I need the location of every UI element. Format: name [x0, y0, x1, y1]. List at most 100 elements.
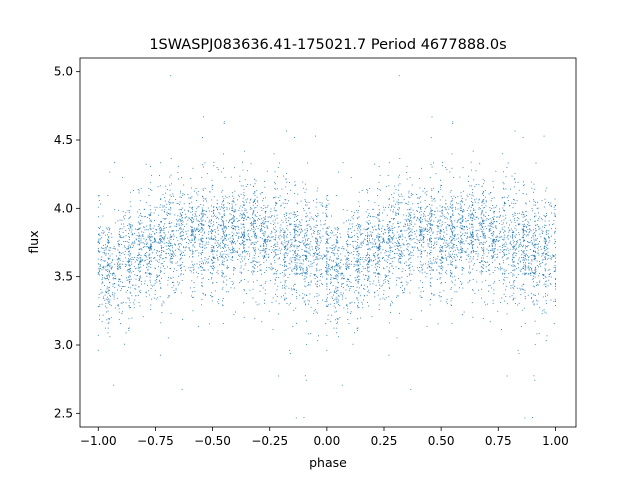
data-point — [231, 210, 233, 212]
data-point — [112, 283, 114, 285]
data-point — [360, 226, 361, 228]
data-point — [490, 221, 492, 223]
data-point — [128, 307, 130, 309]
data-point — [550, 284, 552, 286]
data-point — [521, 214, 523, 216]
data-point — [252, 261, 254, 263]
data-point — [360, 259, 361, 260]
data-point — [409, 209, 411, 211]
data-point — [139, 267, 141, 269]
data-point — [106, 246, 108, 248]
data-point — [334, 292, 336, 294]
data-point — [275, 202, 277, 204]
data-point — [286, 225, 288, 227]
data-point — [356, 261, 358, 263]
data-point — [360, 247, 362, 248]
data-point — [470, 224, 472, 226]
data-point — [469, 223, 471, 225]
data-point — [508, 229, 510, 231]
data-point — [485, 279, 487, 281]
data-point — [322, 258, 324, 260]
data-point — [537, 300, 539, 302]
data-point — [512, 287, 514, 289]
data-point — [545, 257, 547, 259]
data-point — [195, 250, 196, 252]
data-point — [107, 301, 109, 303]
data-point — [136, 257, 138, 258]
data-point — [213, 262, 215, 263]
data-point — [494, 241, 496, 243]
data-point — [518, 239, 520, 241]
data-point — [359, 272, 361, 274]
data-point — [182, 230, 184, 232]
data-point — [179, 201, 181, 203]
data-point — [98, 251, 100, 253]
data-point — [497, 236, 499, 238]
data-point — [392, 211, 394, 213]
data-point — [138, 192, 140, 194]
data-point — [467, 196, 469, 198]
data-point — [108, 281, 110, 283]
data-point — [192, 206, 193, 208]
data-point — [542, 296, 544, 298]
data-point — [554, 241, 556, 243]
data-point — [474, 219, 476, 220]
data-point — [151, 241, 153, 243]
data-point — [484, 301, 485, 303]
data-point — [223, 206, 225, 208]
data-point — [244, 250, 246, 252]
data-point — [149, 272, 151, 274]
data-point — [284, 252, 286, 254]
data-point — [277, 277, 279, 278]
data-point — [547, 244, 549, 246]
data-point — [442, 267, 444, 269]
data-point — [106, 275, 108, 277]
data-point — [126, 277, 127, 279]
data-point — [198, 206, 200, 208]
data-point — [546, 254, 548, 256]
data-point — [545, 303, 547, 305]
data-point — [357, 304, 359, 306]
data-point — [325, 323, 327, 324]
data-point — [335, 269, 337, 271]
data-point — [196, 200, 197, 201]
data-point — [211, 233, 213, 234]
data-point — [471, 218, 473, 220]
data-point — [523, 265, 525, 267]
data-point — [129, 252, 131, 254]
data-point — [525, 264, 526, 266]
data-point — [391, 205, 392, 207]
data-point — [545, 258, 547, 260]
data-point — [386, 224, 388, 226]
data-point — [194, 235, 196, 237]
data-point — [201, 211, 203, 213]
data-point — [348, 268, 350, 270]
data-point — [472, 195, 474, 197]
data-point — [306, 234, 308, 236]
data-point — [282, 175, 284, 177]
data-point — [433, 293, 435, 295]
data-point — [326, 266, 328, 268]
data-point — [504, 273, 506, 275]
data-point — [268, 249, 270, 251]
data-point — [233, 226, 235, 227]
data-point — [461, 233, 463, 235]
data-point — [491, 198, 493, 199]
data-point — [468, 244, 470, 246]
data-point — [136, 275, 138, 277]
data-point — [345, 262, 347, 264]
data-point — [348, 259, 350, 261]
data-point — [243, 204, 245, 206]
data-point — [430, 211, 432, 213]
data-point — [429, 263, 431, 264]
data-point — [181, 257, 183, 259]
data-point — [347, 279, 349, 281]
data-point — [283, 295, 284, 297]
data-point — [545, 254, 547, 256]
data-point — [335, 261, 337, 263]
data-point — [179, 250, 181, 252]
data-point — [431, 269, 433, 271]
data-point — [294, 262, 296, 264]
data-point — [383, 240, 385, 242]
data-point — [244, 226, 246, 228]
